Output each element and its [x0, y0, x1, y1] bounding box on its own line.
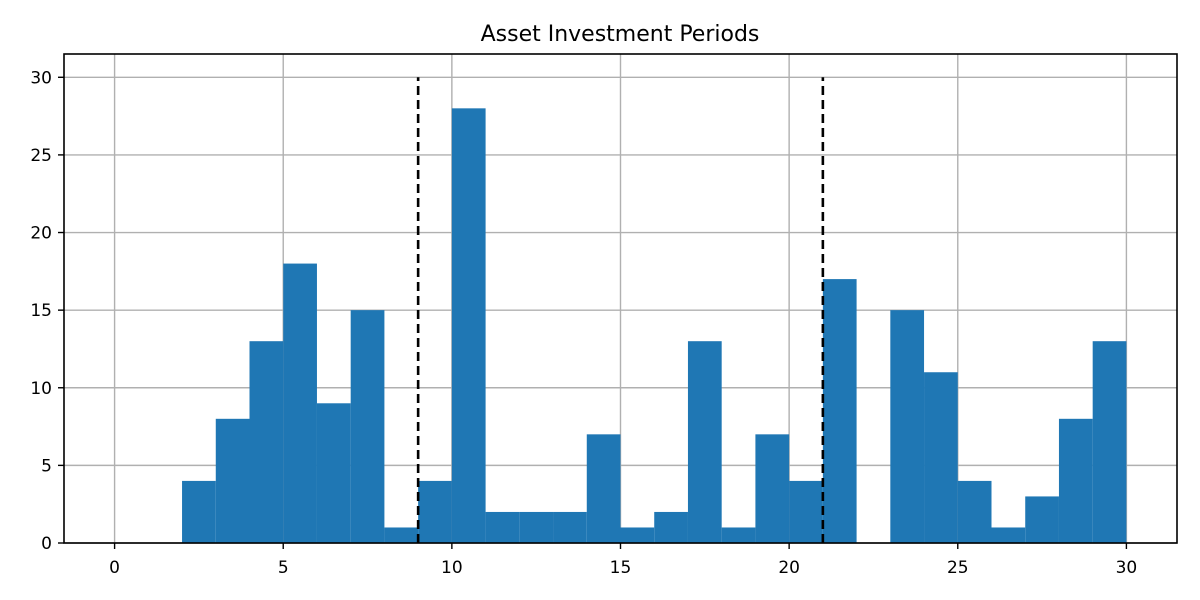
histogram-bar: [1092, 341, 1127, 543]
histogram-bar: [890, 310, 925, 543]
histogram-bar: [721, 527, 756, 543]
y-tick-label: 0: [41, 534, 52, 554]
histogram-bar: [418, 480, 452, 543]
bars-layer: [182, 108, 1127, 543]
histogram-bar: [1025, 496, 1059, 543]
y-tick-label: 20: [30, 224, 52, 244]
y-tick-label: 15: [30, 301, 52, 321]
x-tick-label: 10: [441, 558, 463, 578]
x-tick-label: 30: [1116, 558, 1138, 578]
grid-layer: [64, 54, 1177, 544]
reference-lines-layer: [416, 77, 825, 543]
histogram-bar: [350, 310, 385, 543]
histogram-bar: [249, 341, 284, 543]
histogram-bar: [283, 263, 317, 543]
chart-title: Asset Investment Periods: [481, 22, 760, 47]
histogram-bar: [182, 480, 216, 543]
x-tick-label: 5: [278, 558, 289, 578]
histogram-bar: [1058, 418, 1093, 543]
y-tick-label: 30: [30, 68, 52, 88]
histogram-bar: [755, 434, 790, 543]
histogram-bar: [822, 279, 857, 543]
histogram-bar: [586, 434, 621, 543]
y-tick-label: 10: [30, 379, 52, 399]
histogram-bar: [316, 403, 351, 543]
histogram-bar: [957, 480, 992, 543]
axis-layer: 0 5 10 15 20 25 30 0 5 10 15 20 25 30: [30, 53, 1178, 578]
histogram-bar: [485, 511, 520, 543]
histogram-bar: [451, 108, 486, 543]
histogram-bar: [924, 372, 958, 543]
histogram-bar: [620, 527, 655, 543]
x-tick-label: 0: [109, 558, 120, 578]
x-tick-label: 15: [610, 558, 632, 578]
y-tick-label: 5: [41, 456, 52, 476]
histogram-bar: [553, 511, 587, 543]
x-tick-label: 25: [947, 558, 969, 578]
histogram-bar: [687, 341, 722, 543]
histogram-bar: [384, 527, 419, 543]
histogram-bar: [215, 418, 250, 543]
histogram-bar: [654, 511, 688, 543]
x-tick-label: 20: [778, 558, 800, 578]
histogram-bar: [519, 511, 554, 543]
histogram-bar: [789, 480, 823, 543]
y-tick-label: 25: [30, 146, 52, 166]
histogram-bar: [991, 527, 1026, 543]
